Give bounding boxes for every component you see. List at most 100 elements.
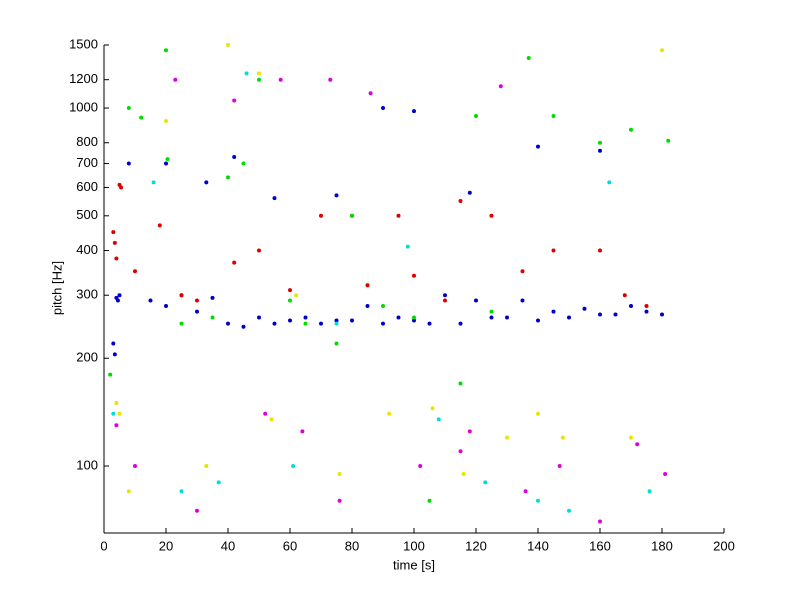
y-tick-label: 400 — [76, 242, 98, 257]
point — [474, 114, 478, 119]
point — [644, 309, 649, 314]
point — [114, 400, 119, 405]
point — [666, 138, 671, 143]
point — [598, 312, 602, 317]
point — [334, 318, 339, 323]
point — [598, 140, 602, 145]
point — [303, 315, 308, 320]
point — [536, 318, 540, 323]
point — [195, 298, 199, 303]
point — [204, 180, 209, 185]
point — [210, 295, 215, 300]
point — [427, 498, 432, 503]
point — [622, 293, 627, 298]
point — [334, 193, 339, 198]
point — [536, 411, 540, 416]
point — [551, 248, 556, 253]
point — [291, 464, 296, 469]
point — [334, 341, 339, 346]
x-tick-label: 40 — [221, 538, 235, 553]
point — [461, 472, 466, 477]
point — [663, 472, 668, 477]
point — [328, 77, 333, 82]
point — [173, 77, 178, 82]
point — [133, 269, 137, 274]
point — [467, 429, 472, 434]
point — [303, 321, 308, 326]
point — [164, 48, 168, 53]
point — [598, 519, 602, 524]
point — [629, 303, 633, 308]
y-tick-label: 500 — [76, 207, 98, 222]
point — [430, 406, 435, 411]
point — [467, 190, 472, 195]
point — [396, 315, 401, 320]
point — [613, 312, 618, 317]
point — [474, 298, 478, 303]
point — [126, 106, 131, 111]
point — [226, 175, 230, 180]
y-tick-label: 800 — [76, 134, 98, 149]
point — [232, 154, 237, 159]
point — [405, 244, 410, 249]
point — [272, 196, 277, 201]
point — [288, 318, 292, 323]
point — [365, 303, 370, 308]
point — [257, 248, 261, 253]
point — [412, 273, 416, 278]
point — [232, 260, 237, 265]
point — [412, 109, 416, 114]
point — [337, 472, 342, 477]
point — [179, 321, 184, 326]
point — [244, 71, 249, 76]
point — [536, 144, 540, 149]
point — [560, 435, 565, 440]
y-axis-label: pitch [Hz] — [49, 261, 64, 315]
point — [660, 48, 664, 53]
point — [164, 161, 168, 166]
point — [257, 77, 261, 82]
x-tick-label: 80 — [345, 538, 359, 553]
point — [126, 161, 131, 166]
point — [111, 341, 116, 346]
point — [489, 213, 494, 218]
point — [210, 315, 215, 320]
point — [115, 298, 120, 303]
point — [114, 423, 119, 428]
y-tick-label: 1500 — [69, 36, 98, 51]
x-axis-label: time [s] — [393, 557, 435, 572]
y-tick-label: 1200 — [69, 71, 98, 86]
point — [635, 442, 640, 447]
point — [195, 508, 199, 513]
point — [117, 411, 122, 416]
point — [241, 161, 246, 166]
y-tick-label: 600 — [76, 179, 98, 194]
y-tick-label: 200 — [76, 350, 98, 365]
point — [660, 312, 664, 317]
y-tick-label: 1000 — [69, 99, 98, 114]
point — [418, 464, 423, 469]
point — [204, 464, 209, 469]
point — [288, 288, 292, 293]
point — [396, 213, 401, 218]
point — [443, 298, 447, 303]
point — [412, 315, 416, 320]
point — [195, 309, 199, 314]
point — [139, 115, 144, 120]
point — [269, 417, 274, 422]
point — [489, 315, 494, 320]
point — [520, 269, 525, 274]
point — [629, 435, 633, 440]
point — [412, 318, 416, 323]
point — [582, 306, 587, 311]
x-tick-label: 180 — [651, 538, 673, 553]
point — [164, 119, 168, 124]
point — [498, 84, 503, 89]
point — [263, 411, 268, 416]
point — [288, 298, 292, 303]
x-tick-label: 60 — [283, 538, 297, 553]
point — [126, 489, 131, 494]
point — [381, 321, 385, 326]
